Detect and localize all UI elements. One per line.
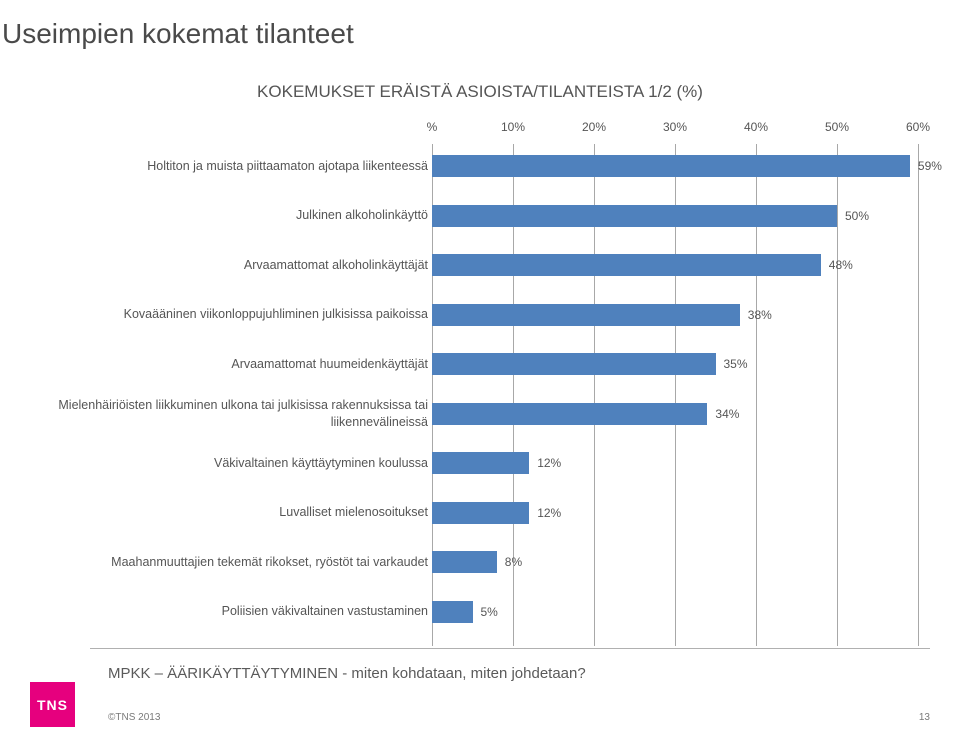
bar-plot: 34% (432, 401, 918, 427)
bar-plot: 48% (432, 252, 918, 278)
bar-plot: 8% (432, 549, 918, 575)
bar-category-label: Maahanmuuttajien tekemät rikokset, ryöst… (28, 554, 432, 571)
bar-value-label: 12% (537, 450, 561, 476)
bars-container: Holtiton ja muista piittaamaton ajotapa … (28, 146, 918, 632)
bar-category-label: Arvaamattomat huumeidenkäyttäjät (28, 356, 432, 373)
tns-logo-text: TNS (37, 697, 68, 713)
bar (432, 452, 529, 474)
bar-row: Holtiton ja muista piittaamaton ajotapa … (28, 146, 918, 186)
bar-row: Poliisien väkivaltainen vastustaminen 5% (28, 592, 918, 632)
bar-category-label: Poliisien väkivaltainen vastustaminen (28, 603, 432, 620)
bar-row: Julkinen alkoholinkäyttö 50% (28, 196, 918, 236)
bar (432, 353, 716, 375)
bar-value-label: 38% (748, 302, 772, 328)
bar (432, 403, 707, 425)
bar-category-label: Holtiton ja muista piittaamaton ajotapa … (28, 158, 432, 175)
page-title: Useimpien kokemat tilanteet (2, 0, 354, 50)
bar-value-label: 5% (481, 599, 498, 625)
bar-plot: 35% (432, 351, 918, 377)
bar-value-label: 59% (918, 153, 942, 179)
x-tick-label: 60% (906, 120, 930, 134)
footer-text: MPKK – ÄÄRIKÄYTTÄYTYMINEN - miten kohdat… (108, 665, 586, 682)
chart-area: %10%20%30%40%50%60% Holtiton ja muista p… (28, 120, 918, 641)
bar-row: Luvalliset mielenosoitukset 12% (28, 493, 918, 533)
bar-plot: 59% (432, 153, 918, 179)
page-number: 13 (919, 712, 930, 723)
bar (432, 155, 910, 177)
x-tick-label: 10% (501, 120, 525, 134)
bar-category-label: Arvaamattomat alkoholinkäyttäjät (28, 257, 432, 274)
bar-value-label: 50% (845, 203, 869, 229)
bar-category-label: Julkinen alkoholinkäyttö (28, 207, 432, 224)
bar-plot: 38% (432, 302, 918, 328)
bar-category-label: Luvalliset mielenosoitukset (28, 504, 432, 521)
bar-value-label: 12% (537, 500, 561, 526)
bar-value-label: 34% (715, 401, 739, 427)
bar (432, 601, 473, 623)
bar-plot: 12% (432, 450, 918, 476)
footer-divider (90, 648, 930, 649)
bar-category-label: Mielenhäiriöisten liikkuminen ulkona tai… (28, 397, 432, 431)
bar-category-label: Väkivaltainen käyttäytyminen koulussa (28, 455, 432, 472)
x-axis-labels: %10%20%30%40%50%60% (432, 120, 918, 142)
chart-title: KOKEMUKSET ERÄISTÄ ASIOISTA/TILANTEISTA … (0, 82, 960, 102)
bar (432, 304, 740, 326)
x-tick-label: 50% (825, 120, 849, 134)
x-tick-label: % (427, 120, 438, 134)
bar-row: Mielenhäiriöisten liikkuminen ulkona tai… (28, 394, 918, 434)
x-tick-label: 40% (744, 120, 768, 134)
bar-row: Arvaamattomat alkoholinkäyttäjät 48% (28, 245, 918, 285)
bar-value-label: 8% (505, 549, 522, 575)
bar (432, 254, 821, 276)
bar-row: Kovaääninen viikonloppujuhliminen julkis… (28, 295, 918, 335)
bar (432, 205, 837, 227)
x-axis: %10%20%30%40%50%60% (28, 120, 918, 142)
bar (432, 551, 497, 573)
x-tick-label: 30% (663, 120, 687, 134)
bar-value-label: 35% (724, 351, 748, 377)
bar-row: Väkivaltainen käyttäytyminen koulussa 12% (28, 443, 918, 483)
bar-row: Maahanmuuttajien tekemät rikokset, ryöst… (28, 542, 918, 582)
tns-logo: TNS (30, 682, 75, 727)
bar-plot: 50% (432, 203, 918, 229)
bar-plot: 12% (432, 500, 918, 526)
bar-category-label: Kovaääninen viikonloppujuhliminen julkis… (28, 306, 432, 323)
bar (432, 502, 529, 524)
bar-row: Arvaamattomat huumeidenkäyttäjät 35% (28, 344, 918, 384)
copyright: ©TNS 2013 (108, 712, 160, 723)
x-tick-label: 20% (582, 120, 606, 134)
bar-value-label: 48% (829, 252, 853, 278)
bar-plot: 5% (432, 599, 918, 625)
